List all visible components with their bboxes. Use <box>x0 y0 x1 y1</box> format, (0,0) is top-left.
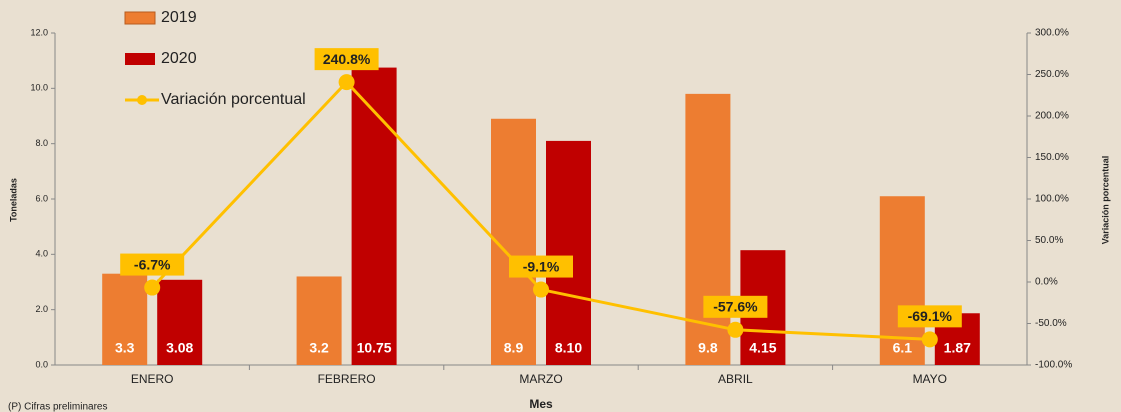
bar <box>491 118 536 366</box>
line-label-box <box>314 48 379 71</box>
line-label-text: -6.7% <box>134 256 171 272</box>
x-axis-label: Mes <box>529 397 553 411</box>
bar-label: 8.9 <box>504 340 524 356</box>
y2-tick-label: 0.0% <box>1035 277 1058 288</box>
bar-label: 10.75 <box>357 340 392 356</box>
line-label-box <box>897 305 962 328</box>
bar-label: 6.1 <box>893 340 913 356</box>
x-tick-label: ENERO <box>131 372 174 386</box>
y-tick-label: 2.0 <box>35 304 48 314</box>
legend-swatch <box>125 53 155 65</box>
x-tick-label: MARZO <box>519 372 562 386</box>
line-label: 240.8% <box>314 48 379 71</box>
bar <box>157 279 203 365</box>
y2-tick-label: 50.0% <box>1035 235 1063 246</box>
line-point <box>533 281 549 298</box>
y2-tick-label: 100.0% <box>1035 194 1069 205</box>
y-tick-label: 12.0 <box>30 27 48 37</box>
line-label: -6.7% <box>120 253 185 276</box>
y-tick-label: 0.0 <box>35 359 48 369</box>
line-point <box>921 331 938 348</box>
bar <box>102 273 148 365</box>
y2-tick-label: 150.0% <box>1035 152 1069 163</box>
x-tick-label: ABRIL <box>718 372 753 386</box>
bar-label: 3.3 <box>115 340 135 356</box>
line-label-box <box>120 253 185 276</box>
legend-swatch <box>124 11 156 25</box>
bar-label: 8.10 <box>555 340 582 356</box>
line-label-box <box>703 295 768 318</box>
x-tick-label: MAYO <box>913 372 947 386</box>
legend-label: Variación porcentual <box>161 91 306 108</box>
y-tick-label: 8.0 <box>35 138 48 148</box>
y-axis-label: Toneladas <box>8 178 18 222</box>
legend-label: 2020 <box>161 50 197 67</box>
x-tick-label: FEBRERO <box>318 372 376 386</box>
line-label-text: -57.6% <box>713 299 758 315</box>
line-label: -57.6% <box>703 295 768 318</box>
bar-label: 3.08 <box>166 340 193 356</box>
line-point <box>144 279 161 296</box>
y2-tick-label: 250.0% <box>1035 69 1069 80</box>
bar-label: 4.15 <box>749 340 776 356</box>
line <box>151 79 930 341</box>
line-label-text: 240.8% <box>323 51 371 67</box>
note: (P) Cifras preliminares <box>8 402 107 412</box>
y-tick-label: 6.0 <box>35 193 48 203</box>
y2-tick-label: 300.0% <box>1035 28 1069 39</box>
line-label-text: -9.1% <box>523 258 560 274</box>
bar <box>351 67 397 365</box>
line-label-box <box>509 255 573 278</box>
line-label: -9.1% <box>509 255 573 278</box>
bar-label: 1.87 <box>944 340 971 356</box>
y2-axis-label: Variación porcentual <box>1100 156 1110 245</box>
y-tick-label: 10.0 <box>30 83 48 93</box>
legend-label: 2019 <box>161 9 197 26</box>
bar-label: 3.2 <box>309 340 329 356</box>
line-point <box>338 74 355 91</box>
y2-tick-label: -100.0% <box>1035 360 1072 371</box>
y-tick-label: 4.0 <box>35 249 48 259</box>
bar <box>296 276 342 365</box>
line-point <box>727 321 744 338</box>
line-label-text: -69.1% <box>908 308 953 324</box>
y2-tick-label: -50.0% <box>1035 318 1067 329</box>
line-label: -69.1% <box>897 305 962 328</box>
bar <box>546 140 591 365</box>
legend-swatch <box>137 95 147 105</box>
y2-tick-label: 200.0% <box>1035 111 1069 122</box>
bar-label: 9.8 <box>698 340 718 356</box>
